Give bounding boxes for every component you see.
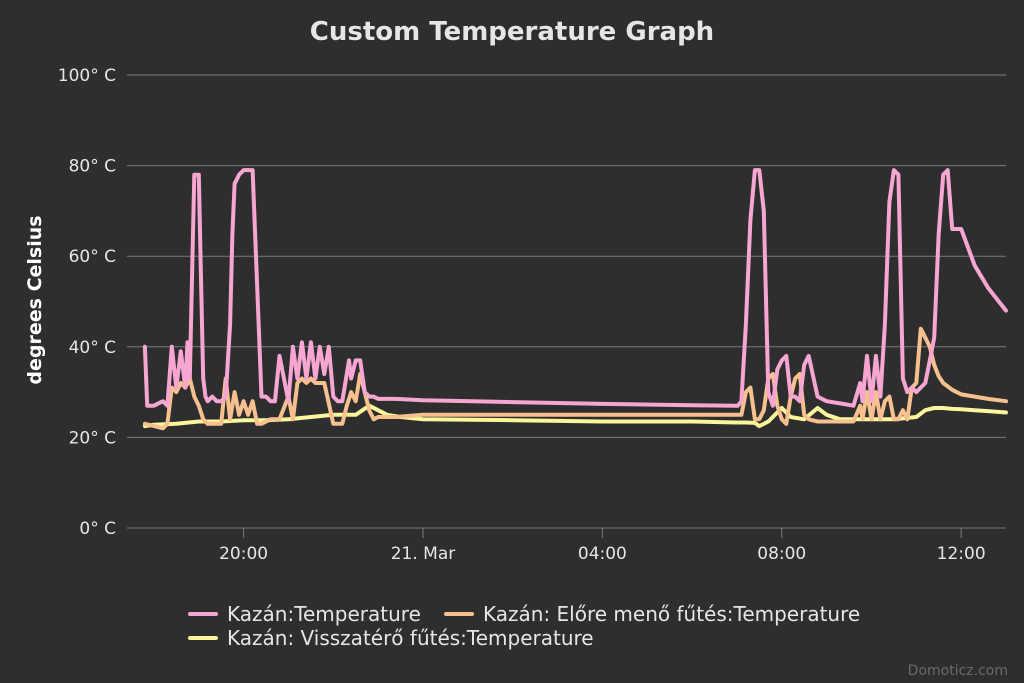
legend-item-3[interactable]: Kazán: Visszatérő fűtés:Temperature bbox=[188, 626, 594, 650]
legend-label: Kazán: Visszatérő fűtés:Temperature bbox=[227, 626, 594, 650]
series-line-2[interactable] bbox=[142, 326, 1008, 431]
y-axis-label: degrees Celsius bbox=[24, 215, 46, 384]
legend-item-2[interactable]: Kazán: Előre menő fűtés:Temperature bbox=[444, 602, 860, 626]
x-tick-label: 20:00 bbox=[219, 544, 268, 564]
legend-label: Kazán:Temperature bbox=[227, 602, 421, 626]
legend-item-1[interactable]: Kazán:Temperature bbox=[188, 602, 421, 626]
chart-title: Custom Temperature Graph bbox=[310, 17, 714, 47]
y-tick-label: 0° C bbox=[79, 519, 116, 539]
y-tick-label: 80° C bbox=[69, 157, 116, 177]
series-line-3[interactable] bbox=[142, 403, 1008, 429]
y-tick-label: 20° C bbox=[69, 428, 116, 448]
x-tick-label: 12:00 bbox=[937, 544, 986, 564]
y-tick-label: 40° C bbox=[69, 338, 116, 358]
series-line-1[interactable] bbox=[142, 168, 1008, 408]
legend[interactable]: Kazán:Temperature Kazán: Előre menő fűtés… bbox=[188, 602, 860, 650]
grid-layer: 0° C 20° C 40° C 60° C 80° C 100° C 20:00 21. M… bbox=[58, 66, 1006, 564]
legend-label: Kazán: Előre menő fűtés:Temperature bbox=[483, 602, 860, 626]
series-layer bbox=[142, 168, 1008, 431]
credit-link[interactable]: Domoticz.com bbox=[908, 663, 1008, 679]
x-tick-label: 08:00 bbox=[757, 544, 806, 564]
y-tick-label: 60° C bbox=[69, 247, 116, 267]
y-tick-label: 100° C bbox=[58, 66, 116, 86]
x-tick-label: 21. Mar bbox=[391, 544, 456, 564]
x-tick-label: 04:00 bbox=[578, 544, 627, 564]
